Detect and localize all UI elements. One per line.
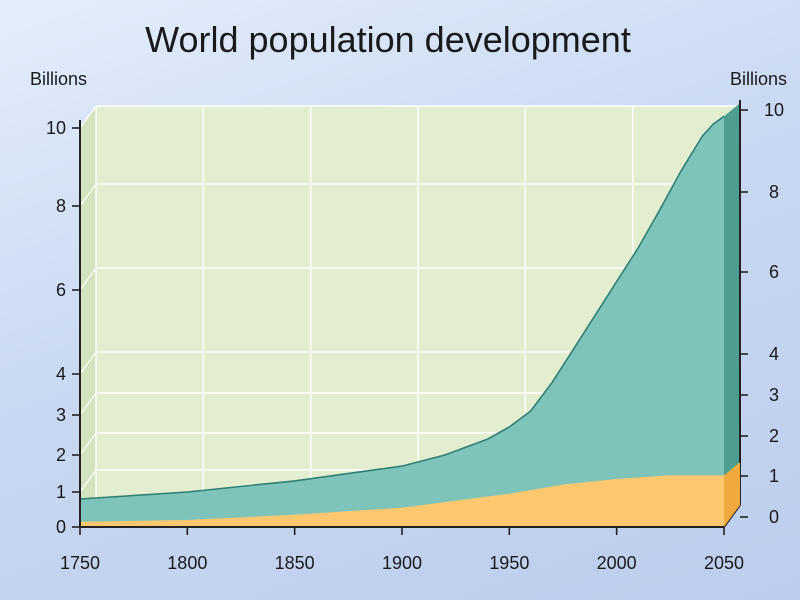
left-y-tick-label: 2 <box>56 445 66 465</box>
right-y-tick-label: 6 <box>769 262 779 282</box>
y-gridline-diagonal <box>79 469 97 493</box>
chart-title: World population development <box>145 19 631 60</box>
lower-side-face <box>724 462 740 527</box>
series-upper-area <box>80 116 724 528</box>
right-y-tick-label: 4 <box>769 344 779 364</box>
x-tick-label: 1800 <box>167 553 207 573</box>
right-y-tick-label: 2 <box>769 426 779 446</box>
x-tick-label: 1850 <box>275 553 315 573</box>
y-gridline-diagonal <box>79 392 97 416</box>
left-y-axis-ticks: 0 1 2 3 4 6 8 10 <box>46 118 80 537</box>
y-gridline-diagonal <box>79 267 97 291</box>
x-axis-ticks: 1750 1800 1850 1900 1950 2000 2050 <box>60 527 744 573</box>
x-tick-label: 1750 <box>60 553 100 573</box>
plot-left-wall <box>80 106 96 527</box>
x-tick-label: 2050 <box>704 553 744 573</box>
y-gridline-diagonal <box>79 183 97 207</box>
right-y-tick-label: 10 <box>764 100 784 120</box>
x-tick-label: 1950 <box>489 553 529 573</box>
series-upper-line <box>79 115 725 500</box>
left-y-tick-label: 6 <box>56 280 66 300</box>
left-y-tick-label: 4 <box>56 364 66 384</box>
y-gridline-diagonal <box>79 432 97 456</box>
left-y-tick-label: 3 <box>56 405 66 425</box>
right-y-tick-label: 0 <box>769 507 779 527</box>
plot-right-side-face <box>724 103 740 527</box>
right-y-tick-label: 3 <box>769 385 779 405</box>
left-y-tick-label: 1 <box>56 482 66 502</box>
left-y-tick-label: 10 <box>46 118 66 138</box>
right-y-tick-label: 1 <box>769 466 779 486</box>
y-gridline-diagonal <box>79 351 97 375</box>
left-axis-unit-label: Billions <box>30 69 87 89</box>
right-y-tick-label: 8 <box>769 182 779 202</box>
series-lower-area <box>80 475 724 527</box>
left-y-tick-label: 8 <box>56 196 66 216</box>
right-axis-unit-label: Billions <box>730 69 787 89</box>
x-tick-label: 2000 <box>597 553 637 573</box>
x-tick-label: 1900 <box>382 553 422 573</box>
y-gridline-diagonal <box>79 105 97 129</box>
left-y-tick-label: 0 <box>56 517 66 537</box>
right-y-axis-ticks: 0 1 2 3 4 6 8 10 <box>740 100 784 527</box>
